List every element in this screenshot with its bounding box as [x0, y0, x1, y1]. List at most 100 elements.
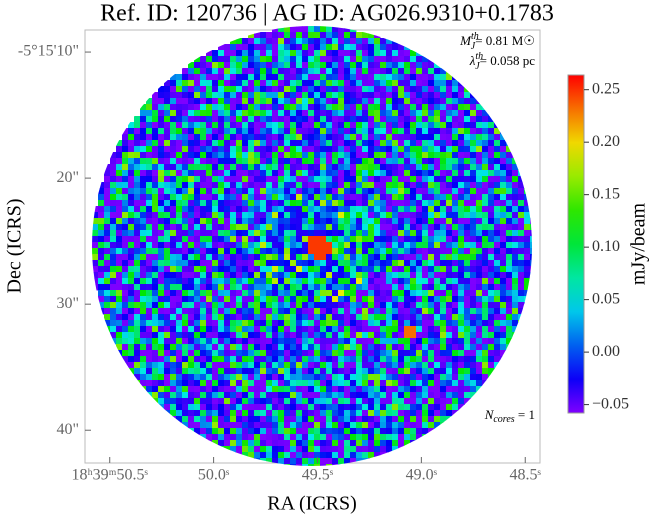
map-pixel — [332, 224, 339, 231]
map-pixel — [146, 320, 153, 327]
map-pixel — [224, 242, 231, 249]
map-pixel — [380, 248, 387, 255]
map-pixel — [332, 218, 339, 225]
map-pixel — [266, 338, 273, 345]
map-pixel — [284, 224, 291, 231]
map-pixel — [158, 236, 165, 243]
map-pixel — [404, 218, 411, 225]
map-pixel — [230, 260, 237, 267]
map-pixel — [332, 194, 339, 201]
map-pixel — [302, 308, 309, 315]
map-pixel — [410, 350, 417, 357]
map-pixel — [482, 284, 489, 291]
map-pixel — [308, 80, 315, 87]
map-pixel — [302, 272, 309, 279]
map-pixel — [104, 302, 111, 309]
map-pixel — [224, 266, 231, 273]
map-pixel — [422, 116, 429, 123]
map-pixel — [176, 392, 183, 399]
map-pixel — [302, 50, 309, 57]
map-pixel — [206, 164, 213, 171]
map-pixel — [320, 110, 327, 117]
map-pixel — [182, 260, 189, 267]
map-pixel — [296, 308, 303, 315]
map-pixel — [410, 224, 417, 231]
map-pixel — [122, 182, 129, 189]
map-pixel — [410, 422, 417, 429]
map-pixel — [344, 446, 351, 453]
map-pixel — [170, 188, 177, 195]
map-pixel — [422, 416, 429, 423]
map-pixel — [524, 254, 531, 261]
map-pixel — [182, 200, 189, 207]
map-pixel — [344, 128, 351, 135]
map-pixel — [506, 332, 513, 339]
map-pixel — [194, 326, 201, 333]
map-pixel — [356, 158, 363, 165]
map-pixel — [236, 92, 243, 99]
map-pixel — [194, 218, 201, 225]
map-pixel — [410, 332, 417, 339]
map-pixel — [512, 302, 519, 309]
map-pixel — [224, 86, 231, 93]
map-pixel — [410, 146, 417, 153]
map-pixel — [386, 314, 393, 321]
map-pixel — [356, 200, 363, 207]
map-pixel — [446, 410, 453, 417]
map-pixel — [284, 272, 291, 279]
map-pixel — [188, 350, 195, 357]
map-pixel — [476, 284, 483, 291]
map-pixel — [140, 350, 147, 357]
map-pixel — [464, 284, 471, 291]
map-pixel — [194, 380, 201, 387]
map-pixel — [170, 80, 177, 87]
map-pixel — [398, 278, 405, 285]
map-pixel — [356, 296, 363, 303]
map-pixel — [380, 122, 387, 129]
map-pixel — [392, 296, 399, 303]
map-pixel — [362, 272, 369, 279]
map-pixel — [434, 62, 441, 69]
map-pixel — [518, 272, 525, 279]
map-pixel — [92, 224, 99, 231]
map-pixel — [236, 122, 243, 129]
map-pixel — [176, 356, 183, 363]
map-pixel — [242, 212, 249, 219]
map-pixel — [446, 176, 453, 183]
map-pixel — [500, 170, 507, 177]
map-pixel — [242, 128, 249, 135]
map-pixel — [338, 26, 345, 33]
map-pixel — [248, 380, 255, 387]
map-pixel — [350, 248, 357, 255]
map-pixel — [494, 308, 501, 315]
map-pixel — [248, 170, 255, 177]
map-pixel — [326, 56, 333, 63]
map-pixel — [452, 296, 459, 303]
map-pixel — [200, 164, 207, 171]
map-pixel — [332, 200, 339, 207]
map-pixel — [272, 248, 279, 255]
map-pixel — [416, 410, 423, 417]
map-pixel — [248, 296, 255, 303]
map-pixel — [254, 134, 261, 141]
map-pixel — [164, 404, 171, 411]
map-pixel — [308, 464, 315, 466]
map-pixel — [446, 398, 453, 405]
map-pixel — [278, 326, 285, 333]
map-pixel — [92, 272, 99, 279]
map-pixel — [212, 368, 219, 375]
map-pixel — [350, 50, 357, 57]
map-pixel — [350, 380, 357, 387]
map-pixel — [272, 62, 279, 69]
map-pixel — [380, 320, 387, 327]
map-pixel — [224, 326, 231, 333]
map-pixel — [230, 218, 237, 225]
map-pixel — [500, 242, 507, 249]
map-pixel — [200, 338, 207, 345]
map-pixel — [278, 404, 285, 411]
map-pixel — [434, 350, 441, 357]
map-pixel — [374, 152, 381, 159]
map-pixel — [368, 380, 375, 387]
map-pixel — [224, 332, 231, 339]
map-pixel — [272, 278, 279, 285]
